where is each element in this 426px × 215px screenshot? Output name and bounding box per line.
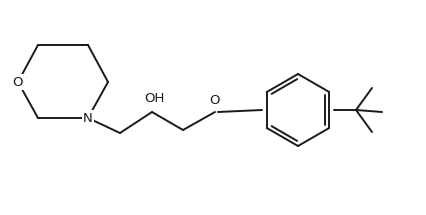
Text: OH: OH — [144, 92, 164, 106]
Text: O: O — [13, 75, 23, 89]
Text: O: O — [210, 95, 220, 108]
Text: N: N — [83, 112, 93, 124]
